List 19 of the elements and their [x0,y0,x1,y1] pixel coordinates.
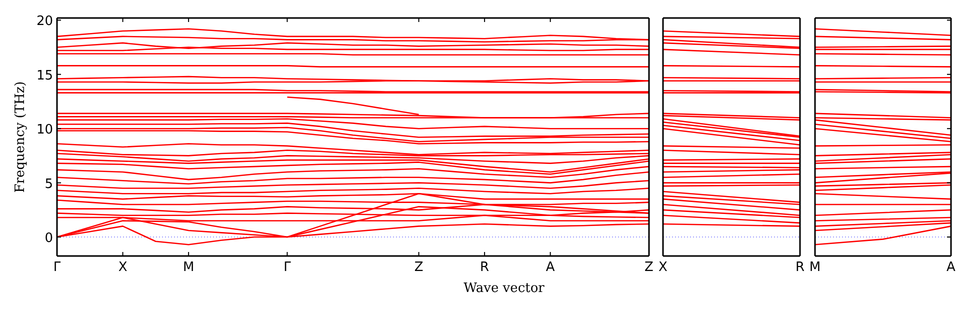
y-tick-label: 0 [44,231,53,246]
x-tick-label: A [946,260,956,275]
x-axis-title: Wave vector [464,281,546,296]
x-tick-label: X [118,260,128,275]
y-tick-label: 15 [36,68,53,84]
x-tick-label: X [658,260,668,275]
x-tick-label: Γ [284,260,292,275]
y-tick-label: 20 [36,14,53,30]
x-tick-label: M [809,260,821,275]
x-tick-label: A [546,260,555,275]
x-tick-label: M [182,260,194,275]
x-tick-label: Z [644,260,654,275]
x-tick-label: Γ [53,260,62,275]
y-tick-label: 5 [44,176,53,192]
x-tick-label: R [795,260,805,275]
x-tick-label: R [480,260,490,275]
y-axis-title: Frequency (THz) [13,81,28,193]
y-tick-label: 10 [36,122,53,138]
x-tick-label: Z [414,260,424,275]
